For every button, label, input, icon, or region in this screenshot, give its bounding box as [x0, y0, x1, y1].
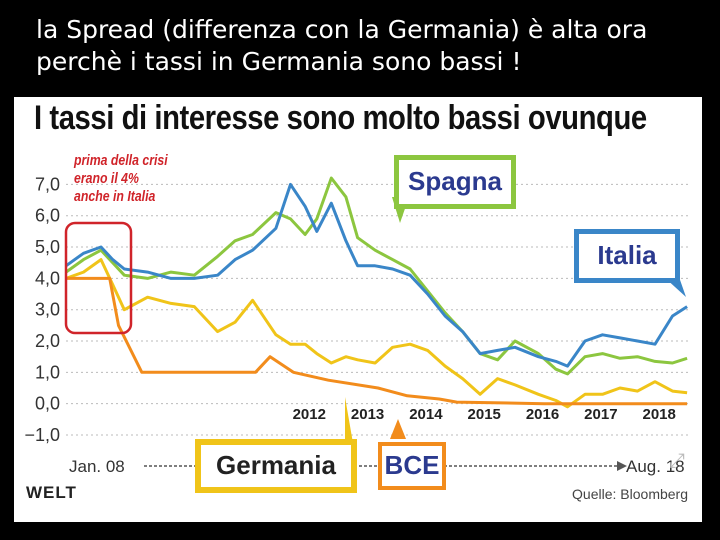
slide-title: la Spread (differenza con la Germania) è…	[36, 15, 648, 76]
expand-icon[interactable]: ⤢	[669, 450, 685, 472]
year-label: 2015	[468, 406, 501, 423]
y-tick-label: 6,0	[35, 206, 60, 226]
pre-crisis-highlight	[64, 221, 133, 335]
callout-pointer-germania	[345, 397, 354, 449]
year-label: 2016	[526, 406, 559, 423]
series-line-spagna	[65, 176, 688, 376]
y-tick-label: 7,0	[35, 174, 60, 194]
chart-title: I tassi di interesse sono molto bassi ov…	[34, 99, 647, 137]
year-label: 2018	[642, 406, 675, 423]
line-chart: 7,0 6,0 5,0 4,0 3,0 2,0 1,0 0,0 −1,0 2012 2013 2014…	[24, 174, 690, 476]
x-end-label: Aug. 18	[626, 457, 685, 476]
series-line-germania	[65, 258, 688, 409]
y-tick-label: 2,0	[35, 331, 60, 351]
y-tick-label: 3,0	[35, 300, 60, 320]
y-tick-label: 1,0	[35, 362, 60, 382]
callout-germania: Germania	[195, 439, 357, 493]
year-label: 2017	[584, 406, 617, 423]
callout-pointer-bce	[390, 419, 406, 439]
welt-logo: WELT	[26, 483, 77, 502]
x-start-label: Jan. 08	[69, 457, 125, 476]
source-label: Quelle: Bloomberg	[572, 486, 688, 502]
callout-spagna: Spagna	[394, 155, 516, 209]
note-line-1: prima della crisi	[74, 152, 168, 169]
callout-bce: BCE	[378, 442, 446, 490]
year-label: 2013	[351, 406, 384, 423]
y-tick-label: 4,0	[35, 268, 60, 288]
y-tick-label: 5,0	[35, 237, 60, 257]
year-label: 2014	[409, 406, 443, 423]
chart-panel: I tassi di interesse sono molto bassi ov…	[14, 97, 702, 522]
note-line-2: erano il 4%	[74, 170, 139, 187]
year-label: 2012	[293, 406, 326, 423]
note-line-3: anche in Italia	[74, 188, 156, 205]
series-line-italia	[65, 182, 688, 368]
callout-italia: Italia	[574, 229, 680, 283]
x-axis-arrowhead	[617, 461, 627, 471]
pre-crisis-note: prima della crisi erano il 4% anche in I…	[74, 152, 168, 206]
y-tick-label: 0,0	[35, 394, 60, 414]
y-tick-label: −1,0	[24, 425, 60, 445]
